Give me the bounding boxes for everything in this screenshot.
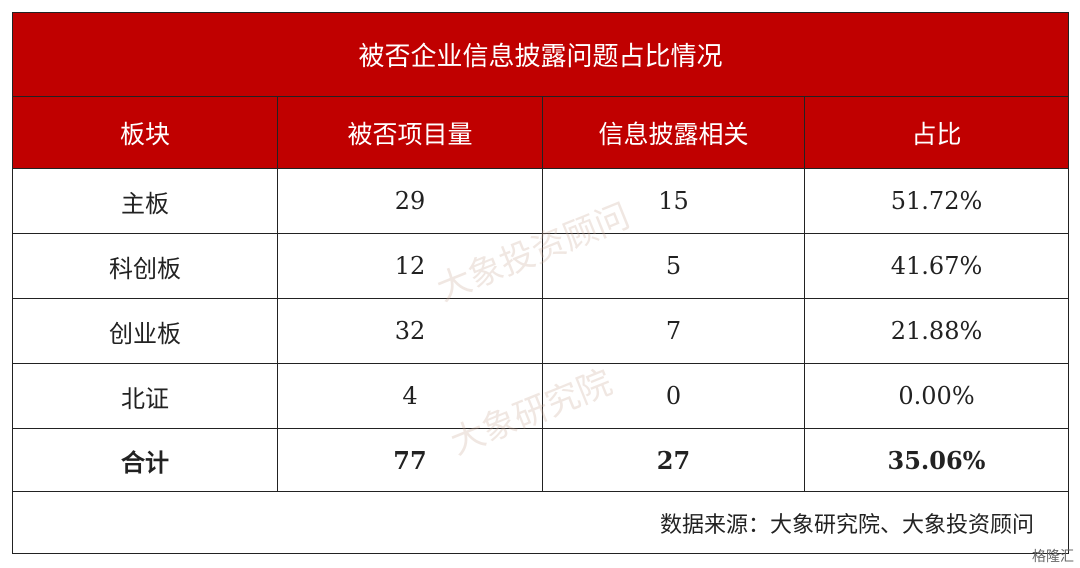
- cell: 41.67%: [803, 233, 1070, 299]
- cell: 合计: [12, 428, 278, 492]
- cell: 15: [542, 168, 805, 234]
- header-cell: 被否项目量: [277, 96, 543, 169]
- source-note: 数据来源：大象研究院、大象投资顾问: [11, 491, 1070, 554]
- data-table: 被否企业信息披露问题占比情况 板块 被否项目量 信息披露相关 占比 主板 29 15 51.7…: [11, 12, 1070, 554]
- table-title: 被否企业信息披露问题占比情况: [11, 12, 1070, 97]
- header-row: 板块 被否项目量 信息披露相关 占比: [12, 96, 1070, 169]
- table-body: 被否企业信息披露问题占比情况 板块 被否项目量 信息披露相关 占比 主板 29 15 51.7…: [11, 12, 1070, 554]
- cell: 0: [542, 363, 805, 429]
- logo: 格隆汇: [1032, 549, 1074, 565]
- data-row: 主板 29 15 51.72%: [12, 168, 1070, 234]
- data-row: 创业板 32 7 21.88%: [12, 298, 1070, 364]
- header-cell: 占比: [803, 96, 1070, 169]
- total-row: 合计 77 27 35.06%: [12, 428, 1070, 492]
- source-row: 数据来源：大象研究院、大象投资顾问: [11, 491, 1070, 554]
- cell: 32: [277, 298, 543, 364]
- data-row: 科创板 12 5 41.67%: [12, 233, 1070, 299]
- cell: 29: [277, 168, 543, 234]
- header-cell: 信息披露相关: [542, 96, 805, 169]
- header-cell: 板块: [12, 96, 278, 169]
- cell: 0.00%: [803, 363, 1070, 429]
- cell: 科创板: [12, 233, 278, 299]
- cell: 北证: [12, 363, 278, 429]
- cell: 51.72%: [803, 168, 1070, 234]
- cell: 21.88%: [803, 298, 1070, 364]
- cell: 创业板: [12, 298, 278, 364]
- cell: 12: [277, 233, 543, 299]
- cell: 5: [542, 233, 805, 299]
- cell: 主板: [12, 168, 278, 234]
- cell: 77: [277, 428, 543, 492]
- cell: 4: [277, 363, 543, 429]
- cell: 27: [542, 428, 805, 492]
- cell: 7: [542, 298, 805, 364]
- title-row: 被否企业信息披露问题占比情况: [11, 12, 1070, 97]
- data-row: 北证 4 0 0.00%: [12, 363, 1070, 429]
- cell: 35.06%: [803, 428, 1070, 492]
